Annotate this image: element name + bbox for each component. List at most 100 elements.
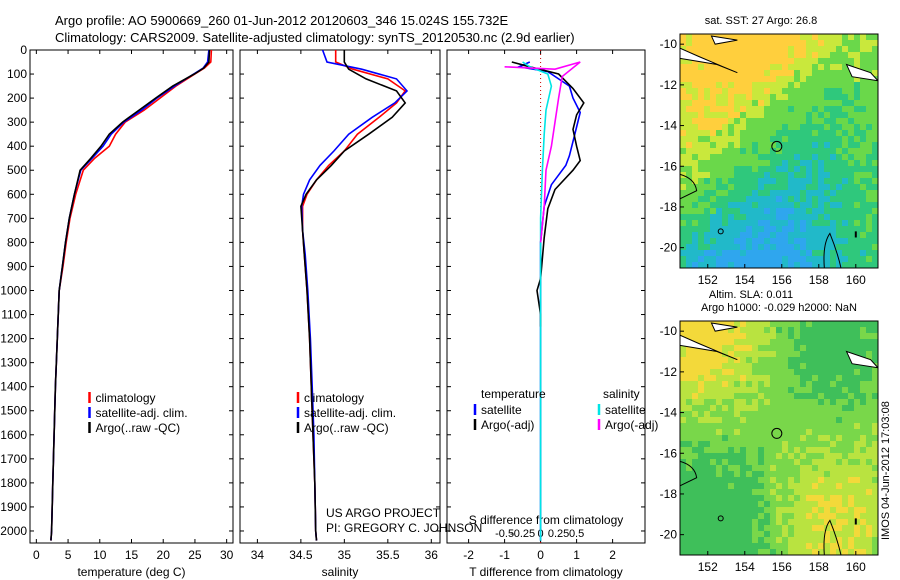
map-cell bbox=[752, 333, 758, 339]
map-cell bbox=[782, 100, 788, 106]
map-cell bbox=[770, 381, 776, 387]
map-cell bbox=[788, 76, 794, 82]
map-cell bbox=[788, 351, 794, 357]
map-cell bbox=[680, 226, 686, 232]
map-cell bbox=[794, 220, 800, 226]
map-cell bbox=[776, 226, 782, 232]
map-cell bbox=[830, 106, 836, 112]
map-cell bbox=[680, 357, 686, 363]
map-cell bbox=[788, 106, 794, 112]
map-cell bbox=[842, 100, 848, 106]
map-cell bbox=[764, 543, 770, 549]
map-cell bbox=[698, 46, 704, 52]
map-cell bbox=[848, 106, 854, 112]
map-cell bbox=[860, 519, 866, 525]
map-cell bbox=[788, 202, 794, 208]
map-cell bbox=[698, 232, 704, 238]
map-cell bbox=[836, 525, 842, 531]
map-cell bbox=[854, 46, 860, 52]
map-cell bbox=[764, 262, 770, 268]
map-cell bbox=[680, 220, 686, 226]
map-cell bbox=[746, 495, 752, 501]
map-cell bbox=[698, 262, 704, 268]
map-cell bbox=[740, 232, 746, 238]
map-cell bbox=[830, 351, 836, 357]
map-cell bbox=[764, 100, 770, 106]
map-cell bbox=[824, 166, 830, 172]
map-cell bbox=[770, 58, 776, 64]
map-cell bbox=[794, 94, 800, 100]
map-cell bbox=[758, 393, 764, 399]
map-cell bbox=[836, 76, 842, 82]
map-cell bbox=[752, 411, 758, 417]
map-cell bbox=[686, 381, 692, 387]
map-cell bbox=[716, 435, 722, 441]
map-cell bbox=[848, 327, 854, 333]
map-cell bbox=[728, 238, 734, 244]
map-cell bbox=[746, 375, 752, 381]
map-cell bbox=[692, 477, 698, 483]
map-cell bbox=[722, 345, 728, 351]
map-cell bbox=[692, 94, 698, 100]
map-cell bbox=[686, 142, 692, 148]
map-cell bbox=[716, 184, 722, 190]
map-cell bbox=[800, 465, 806, 471]
map-cell bbox=[710, 40, 716, 46]
map-cell bbox=[758, 202, 764, 208]
map-cell bbox=[872, 160, 878, 166]
x-tick-label: 34 bbox=[251, 548, 265, 562]
map-cell bbox=[812, 429, 818, 435]
map-cell bbox=[794, 537, 800, 543]
map-cell bbox=[764, 423, 770, 429]
map-cell bbox=[746, 202, 752, 208]
map-cell bbox=[764, 519, 770, 525]
map-cell bbox=[680, 250, 686, 256]
map-cell bbox=[854, 477, 860, 483]
map-cell bbox=[854, 262, 860, 268]
map-cell bbox=[740, 345, 746, 351]
map-cell bbox=[698, 190, 704, 196]
map-cell bbox=[692, 507, 698, 513]
map-cell bbox=[788, 112, 794, 118]
map-cell bbox=[716, 423, 722, 429]
map-cell bbox=[800, 136, 806, 142]
map-cell bbox=[842, 417, 848, 423]
map-x-tick-label: 154 bbox=[735, 273, 755, 287]
map-cell bbox=[866, 531, 872, 537]
map-cell bbox=[812, 262, 818, 268]
map-cell bbox=[740, 64, 746, 70]
y-tick-label: 1200 bbox=[0, 332, 27, 346]
map-cell bbox=[788, 34, 794, 40]
map-cell bbox=[830, 220, 836, 226]
map-cell bbox=[692, 196, 698, 202]
map-cell bbox=[854, 202, 860, 208]
map-cell bbox=[812, 345, 818, 351]
map-cell bbox=[686, 166, 692, 172]
map-cell bbox=[848, 190, 854, 196]
map-cell bbox=[866, 495, 872, 501]
map-cell bbox=[800, 244, 806, 250]
map-cell bbox=[830, 154, 836, 160]
map-cell bbox=[854, 345, 860, 351]
map-cell bbox=[716, 58, 722, 64]
x-tick-label: 15 bbox=[125, 548, 139, 562]
map-cell bbox=[848, 118, 854, 124]
map-cell bbox=[806, 88, 812, 94]
map-cell bbox=[788, 208, 794, 214]
map-cell bbox=[698, 166, 704, 172]
map-cell bbox=[860, 52, 866, 58]
map-cell bbox=[812, 333, 818, 339]
map-cell bbox=[854, 423, 860, 429]
map-cell bbox=[704, 399, 710, 405]
map-cell bbox=[782, 429, 788, 435]
map-cell bbox=[680, 549, 686, 555]
map-cell bbox=[752, 250, 758, 256]
map-cell bbox=[680, 142, 686, 148]
map-cell bbox=[830, 405, 836, 411]
coastline bbox=[680, 322, 878, 555]
map-cell bbox=[788, 100, 794, 106]
legend-label: satellite-adj. clim. bbox=[96, 406, 188, 420]
map-cell bbox=[728, 513, 734, 519]
map-cell bbox=[800, 357, 806, 363]
map-cell bbox=[734, 321, 740, 327]
